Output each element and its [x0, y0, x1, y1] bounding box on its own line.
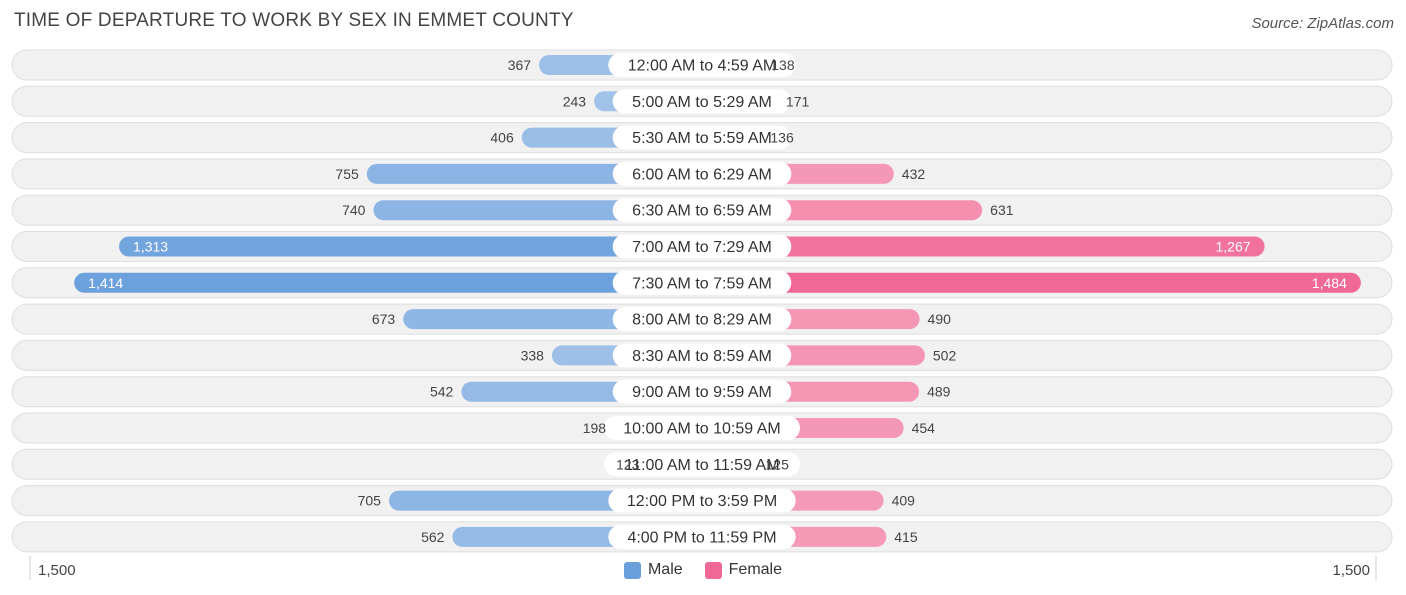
bar-male	[74, 272, 702, 293]
value-label-female: 1,267	[1216, 239, 1251, 255]
chart-legend: Male Female	[0, 561, 1406, 579]
category-label: 6:00 AM to 6:29 AM	[632, 166, 772, 183]
chart-title: TIME OF DEPARTURE TO WORK BY SEX IN EMME…	[14, 10, 574, 31]
category-pill	[612, 125, 792, 150]
value-label-male: 542	[430, 384, 454, 400]
value-label-female: 454	[912, 420, 936, 436]
x-axis-right-label: 1,500	[1332, 562, 1370, 579]
category-pill	[612, 234, 792, 259]
category-pill	[608, 53, 796, 77]
category-pill	[612, 198, 792, 223]
value-label-female: 409	[892, 493, 916, 509]
value-label-male: 406	[490, 130, 514, 146]
bar-female	[702, 272, 1361, 293]
category-label: 11:00 AM to 11:59 AM	[624, 457, 779, 474]
category-label: 7:30 AM to 7:59 AM	[632, 275, 772, 292]
category-label: 7:00 AM to 7:29 AM	[632, 239, 772, 256]
value-label-male: 338	[521, 347, 545, 363]
value-label-male: 755	[335, 166, 359, 182]
value-label-male: 705	[358, 493, 382, 509]
category-label: 8:00 AM to 8:29 AM	[632, 312, 772, 329]
value-label-female: 1,484	[1312, 275, 1347, 291]
value-label-female: 432	[902, 166, 926, 182]
x-axis-left-label: 1,500	[38, 562, 76, 579]
value-label-female: 415	[894, 529, 918, 545]
category-label: 8:30 AM to 8:59 AM	[632, 348, 772, 365]
bar-male	[119, 236, 702, 257]
legend-label-female: Female	[728, 561, 783, 578]
value-label-male: 367	[508, 57, 532, 73]
legend-swatch-male	[623, 561, 641, 579]
category-pill	[604, 452, 800, 477]
legend-item-female[interactable]: Female	[704, 561, 783, 579]
category-pill	[612, 161, 792, 186]
category-pill	[608, 488, 796, 513]
category-label: 9:00 AM to 9:59 AM	[632, 384, 772, 401]
category-label: 5:30 AM to 5:59 AM	[632, 130, 772, 147]
value-label-male: 123	[616, 456, 640, 472]
value-label-female: 171	[786, 93, 810, 109]
category-label: 12:00 PM to 3:59 PM	[627, 493, 777, 510]
value-label-female: 125	[766, 456, 790, 472]
category-pill	[612, 307, 792, 332]
category-pill	[604, 416, 800, 440]
category-label: 12:00 AM to 4:59 AM	[628, 58, 777, 75]
value-label-female: 489	[927, 384, 951, 400]
value-label-male: 243	[563, 93, 587, 109]
value-label-male: 562	[421, 529, 445, 545]
value-label-female: 502	[933, 347, 957, 363]
value-label-female: 490	[928, 311, 952, 327]
category-pill	[612, 343, 792, 368]
value-label-male: 673	[372, 311, 396, 327]
category-label: 4:00 PM to 11:59 PM	[627, 529, 776, 546]
value-label-male: 740	[342, 202, 366, 218]
value-label-male: 198	[583, 420, 607, 436]
legend-swatch-female	[704, 561, 722, 579]
category-label: 6:30 AM to 6:59 AM	[632, 203, 772, 220]
legend-label-male: Male	[647, 561, 683, 578]
value-label-male: 1,313	[133, 239, 168, 255]
value-label-female: 631	[990, 202, 1014, 218]
value-label-female: 136	[770, 130, 794, 146]
category-label: 10:00 AM to 10:59 AM	[623, 421, 780, 438]
category-label: 5:00 AM to 5:29 AM	[632, 94, 772, 111]
legend-item-male[interactable]: Male	[623, 561, 683, 579]
category-pill	[608, 524, 796, 549]
category-pill	[612, 379, 792, 404]
value-label-female: 138	[771, 57, 795, 73]
category-pill	[612, 89, 792, 114]
bar-female	[702, 236, 1265, 257]
value-label-male: 1,414	[88, 275, 123, 291]
chart-source: Source: ZipAtlas.com	[1251, 15, 1394, 32]
category-pill	[612, 270, 792, 295]
